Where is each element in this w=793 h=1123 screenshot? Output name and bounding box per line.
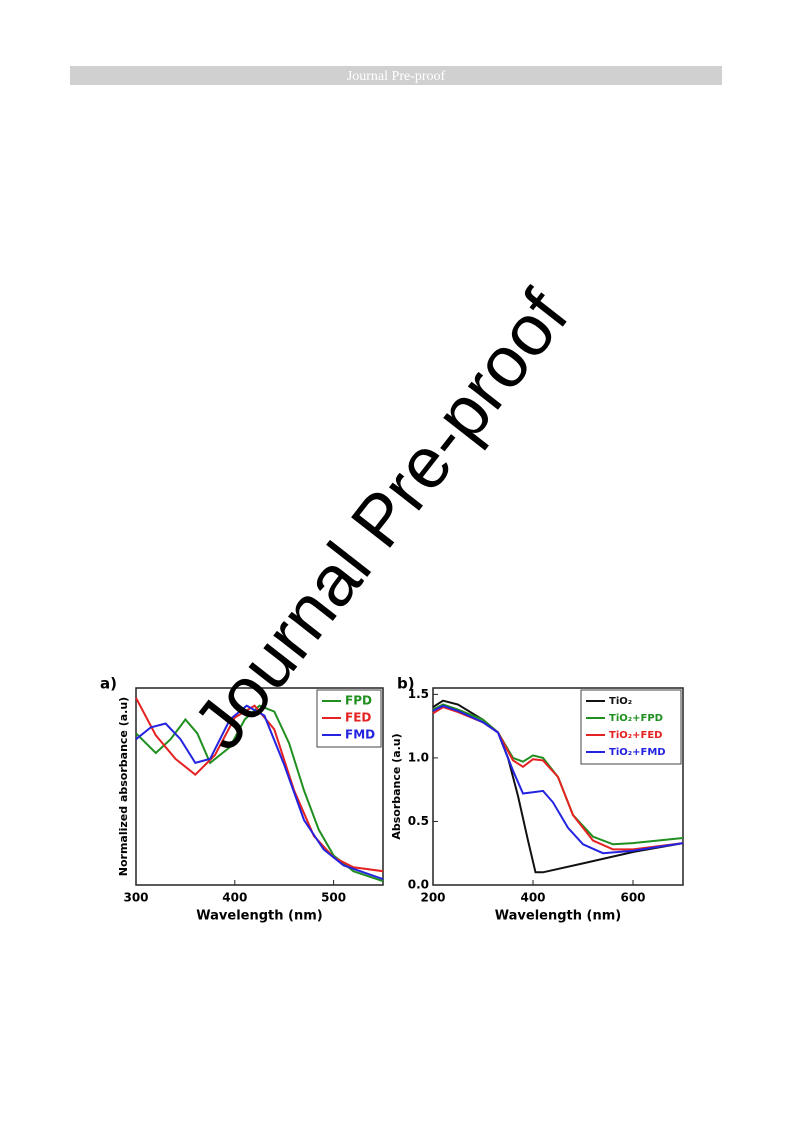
x-tick-label: 400 [520, 891, 545, 905]
panel-label: b) [397, 675, 415, 693]
panel-label: a) [100, 675, 117, 693]
data-line [432, 703, 684, 846]
x-tick-label: 400 [222, 891, 247, 905]
x-tick-label: 200 [420, 891, 445, 905]
header-title: Journal Pre-proof [347, 69, 446, 84]
charts: a) Wavelength (nm) Normalized absorbance (… [100, 675, 684, 924]
y-axis-label: Absorbance (a.u) [390, 733, 403, 839]
data-line [135, 704, 384, 881]
legend-label: FED [345, 711, 371, 725]
legend-label: TiO₂+FPD [609, 713, 663, 724]
y-tick-label: 1.0 [408, 750, 429, 764]
legend-label: TiO₂+FMD [609, 747, 666, 758]
data-line [432, 704, 684, 855]
x-axis-label: Wavelength (nm) [196, 909, 322, 924]
x-axis-label: Wavelength (nm) [495, 909, 621, 924]
y-axis-label: Normalized absorbance (a.u) [117, 697, 130, 876]
header-bar [70, 66, 722, 85]
y-tick-label: 1.5 [408, 687, 429, 701]
y-tick-label: 0.5 [408, 814, 429, 828]
y-tick-label: 0.0 [408, 878, 429, 892]
x-tick-label: 300 [123, 891, 148, 905]
data-line [432, 699, 684, 874]
plot-frame [135, 687, 384, 886]
legend-label: FMD [345, 728, 375, 742]
x-tick-label: 500 [321, 891, 346, 905]
x-tick-label: 600 [620, 891, 645, 905]
plot-frame [432, 687, 684, 886]
legend-label: TiO₂ [609, 696, 632, 707]
data-line [135, 704, 384, 883]
legend-label: FPD [345, 694, 372, 708]
legend-label: TiO₂+FED [609, 730, 662, 741]
